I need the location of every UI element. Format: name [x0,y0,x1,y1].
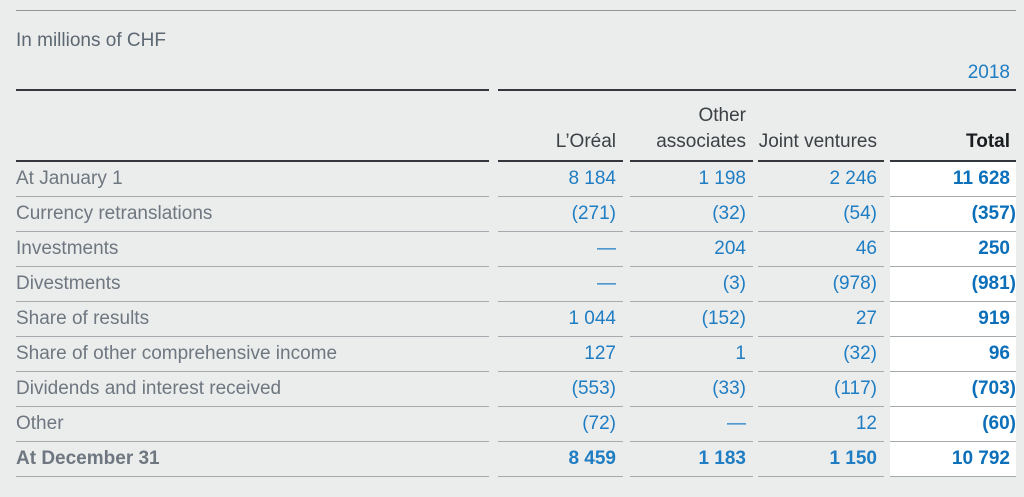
table-row: At December 31 8 459 1 183 1 150 10 792 [16,442,1016,477]
table-row: Currency retranslations (271) (32) (54) … [16,197,1016,232]
associates-reconciliation-table: L’Oréal Other associates Joint ventures … [16,91,1016,477]
row-label: At December 31 [16,442,489,477]
row-value: 204 [630,232,753,267]
table-body: At January 1 8 184 1 198 2 246 11 628 Cu… [16,162,1016,477]
row-label: Share of other comprehensive income [16,337,489,372]
row-label: Divestments [16,267,489,302]
table-row: Investments — 204 46 250 [16,232,1016,267]
row-value: — [498,267,623,302]
column-header-loreal: L’Oréal [498,91,623,162]
row-value: 46 [758,232,884,267]
row-value: (553) [498,372,623,407]
column-header-joint-ventures: Joint ventures [758,91,884,162]
row-value: 11 628 [890,162,1016,197]
table-row: Dividends and interest received (553) (3… [16,372,1016,407]
intro-rule-right-segment [498,89,1016,91]
row-value: 1 183 [630,442,753,477]
row-value: — [630,407,753,442]
intro-rule-left-segment [16,89,489,91]
row-label: Investments [16,232,489,267]
row-value: 8 459 [498,442,623,477]
year-label: 2018 [967,62,1010,83]
table-header-row: L’Oréal Other associates Joint ventures … [16,91,1016,162]
top-hairline [16,10,1016,11]
table-row: Share of results 1 044 (152) 27 919 [16,302,1016,337]
row-value: (271) [498,197,623,232]
row-label: At January 1 [16,162,489,197]
row-value: (32) [758,337,884,372]
row-value: (72) [498,407,623,442]
table-row: Divestments — (3) (978) (981) [16,267,1016,302]
row-value: 27 [758,302,884,337]
row-value: 1 150 [758,442,884,477]
row-value: 1 044 [498,302,623,337]
row-label: Currency retranslations [16,197,489,232]
row-value: 12 [758,407,884,442]
row-value: (703) [890,372,1016,407]
row-label: Share of results [16,302,489,337]
row-value: (978) [758,267,884,302]
table-row: At January 1 8 184 1 198 2 246 11 628 [16,162,1016,197]
column-header-empty [16,91,489,162]
row-value: (54) [758,197,884,232]
intro-rule [16,89,1016,91]
row-value: 250 [890,232,1016,267]
row-value: 1 198 [630,162,753,197]
row-value: 919 [890,302,1016,337]
row-value: 10 792 [890,442,1016,477]
row-value: (60) [890,407,1016,442]
row-value: 8 184 [498,162,623,197]
row-value: (117) [758,372,884,407]
table-row: Share of other comprehensive income 127 … [16,337,1016,372]
row-label: Dividends and interest received [16,372,489,407]
column-header-total: Total [890,91,1016,162]
row-value: (981) [890,267,1016,302]
row-value: (3) [630,267,753,302]
row-value: (152) [630,302,753,337]
row-label: Other [16,407,489,442]
row-value: (32) [630,197,753,232]
row-value: 1 [630,337,753,372]
row-value: 2 246 [758,162,884,197]
row-value: 127 [498,337,623,372]
row-value: (33) [630,372,753,407]
units-label: In millions of CHF [16,30,166,51]
row-value: 96 [890,337,1016,372]
row-value: (357) [890,197,1016,232]
table-row: Other (72) — 12 (60) [16,407,1016,442]
row-value: — [498,232,623,267]
column-header-other-associates: Other associates [630,91,753,162]
